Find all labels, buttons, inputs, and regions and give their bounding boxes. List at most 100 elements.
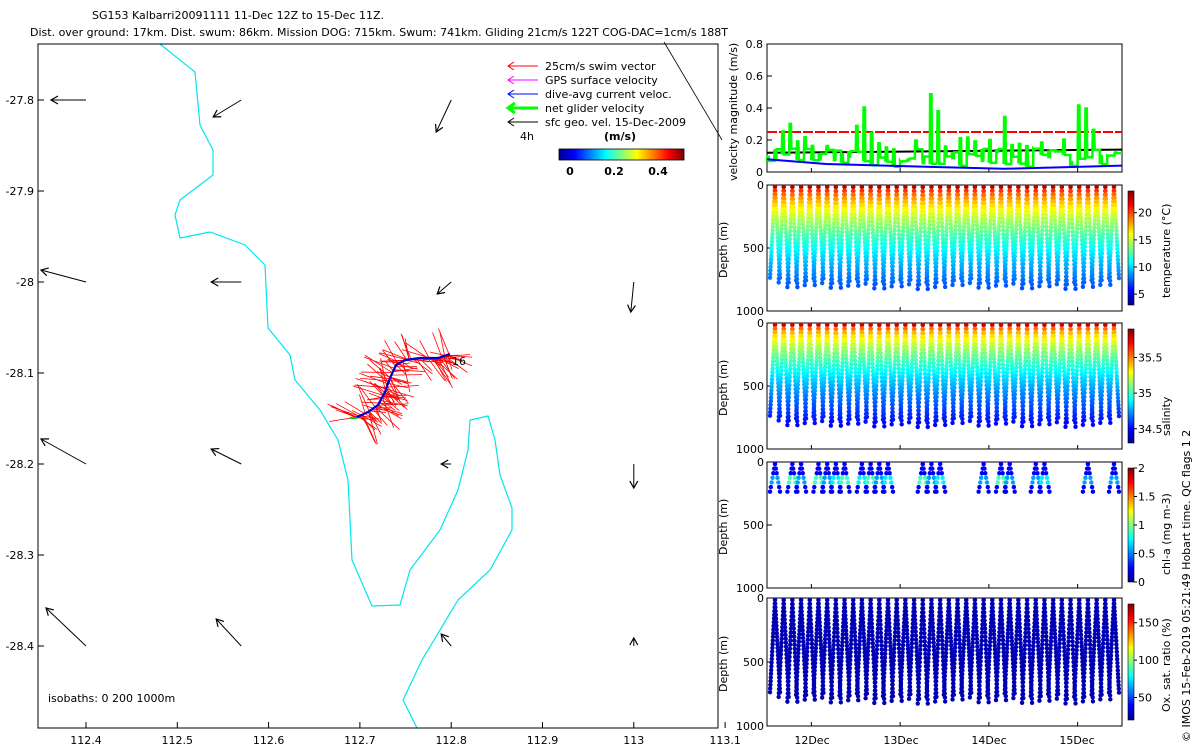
- profile-point: [942, 489, 948, 494]
- profile-point: [847, 259, 852, 265]
- profile-point: [824, 461, 830, 467]
- profile-point: [1028, 413, 1034, 418]
- profile-point: [974, 357, 979, 362]
- profile-point: [879, 237, 885, 242]
- profile-point: [972, 322, 978, 328]
- profile-point: [875, 225, 880, 230]
- map-y-tick-label: -27.8: [6, 94, 34, 107]
- profile-point: [947, 203, 953, 208]
- profile-point: [1077, 184, 1082, 190]
- profile-point: [1089, 484, 1095, 490]
- profile-point: [1109, 475, 1114, 481]
- profile-point: [822, 361, 828, 366]
- profile-point: [800, 628, 805, 633]
- profile-point: [872, 415, 877, 421]
- profile-point: [865, 250, 870, 255]
- profile-point: [825, 330, 830, 335]
- profile-point: [1046, 484, 1051, 490]
- profile-point: [877, 188, 882, 194]
- profile-point: [915, 489, 920, 494]
- profile-point: [951, 393, 957, 398]
- velocity-y-tick-label: 0: [756, 166, 763, 179]
- profile-point: [1108, 239, 1114, 244]
- profile-point: [1031, 218, 1037, 224]
- profile-point: [847, 397, 852, 403]
- profile-point: [839, 475, 845, 481]
- profile-point: [770, 228, 775, 233]
- profile-point: [1057, 227, 1062, 232]
- profile-point: [917, 379, 923, 385]
- profile-point: [1021, 387, 1027, 392]
- profile-point: [872, 273, 878, 279]
- profile-point: [994, 413, 999, 418]
- profile-point: [1011, 403, 1017, 409]
- swim-vector: [432, 332, 443, 357]
- profile-point: [775, 362, 780, 368]
- profile-point: [921, 197, 926, 202]
- profile-point: [891, 240, 897, 245]
- profile-point: [820, 265, 826, 270]
- profile-point: [777, 683, 782, 688]
- profile-point: [1005, 214, 1011, 219]
- profile-point: [803, 263, 808, 268]
- profile-point: [925, 391, 931, 396]
- profile-point: [1035, 368, 1041, 373]
- profile-point: [982, 334, 987, 340]
- profile-point: [905, 232, 911, 238]
- profile-point: [950, 420, 955, 426]
- profile-point: [920, 322, 925, 328]
- profile-point: [990, 330, 995, 335]
- profile-point: [791, 342, 796, 348]
- profile-point: [1098, 416, 1103, 422]
- profile-point: [817, 341, 822, 346]
- profile-point: [1068, 326, 1073, 332]
- profile-point: [1055, 274, 1060, 279]
- profile-point: [899, 251, 904, 256]
- profile-point: [1063, 286, 1068, 292]
- profile-point: [918, 225, 923, 230]
- profile-point: [807, 601, 813, 607]
- profile-point: [1042, 330, 1048, 336]
- profile-point: [817, 337, 822, 342]
- profile-point: [1016, 338, 1022, 343]
- profile-point: [802, 274, 808, 280]
- profile-point: [970, 364, 975, 370]
- profile-point: [878, 351, 883, 356]
- profile-point: [812, 254, 817, 259]
- profile-point: [847, 389, 853, 395]
- profile-point: [1028, 409, 1034, 415]
- profile-point: [912, 196, 917, 201]
- profile-point: [977, 484, 982, 490]
- profile-point: [917, 245, 922, 251]
- series-line-dac: [766, 158, 1123, 170]
- profile-point: [1074, 376, 1079, 381]
- profile-point: [1030, 480, 1035, 485]
- profile-point: [1068, 192, 1074, 198]
- profile-point: [1082, 244, 1088, 250]
- swim-vector: [384, 392, 398, 400]
- profile-point: [838, 401, 843, 407]
- profile-point: [1043, 350, 1049, 355]
- profile-point: [843, 203, 848, 208]
- profile-point: [1060, 192, 1065, 197]
- profile-point: [907, 400, 913, 406]
- profile-point: [877, 192, 882, 198]
- profile-point: [799, 203, 805, 208]
- profile-point: [1044, 366, 1049, 371]
- profile-point: [831, 363, 837, 368]
- profile-point: [943, 240, 949, 246]
- profile-point: [918, 221, 924, 226]
- profile-point: [1094, 184, 1099, 190]
- profile-point: [779, 644, 784, 649]
- profile-point: [974, 349, 979, 355]
- profile-point: [848, 240, 853, 245]
- profile-point: [1020, 407, 1026, 413]
- profile-point: [818, 355, 823, 361]
- profile-point: [873, 249, 879, 255]
- profile-point: [1091, 240, 1096, 246]
- profile-point: [996, 236, 1001, 241]
- profile-point: [951, 267, 956, 272]
- profile-point: [817, 348, 823, 353]
- profile-point: [995, 480, 1000, 485]
- profile-point: [1037, 272, 1043, 277]
